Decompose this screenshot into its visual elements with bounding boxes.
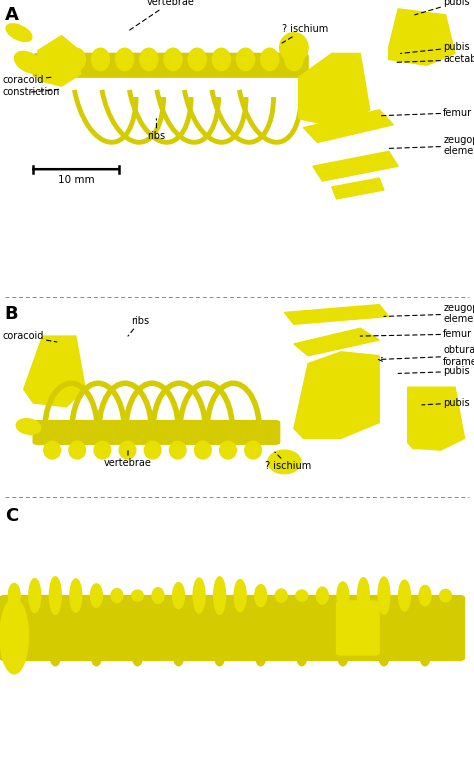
Polygon shape (332, 178, 384, 199)
Ellipse shape (0, 598, 28, 674)
Text: pubis: pubis (415, 0, 470, 15)
Polygon shape (24, 336, 85, 407)
Ellipse shape (91, 49, 109, 70)
Ellipse shape (439, 590, 451, 601)
Ellipse shape (94, 441, 110, 459)
Ellipse shape (219, 441, 236, 459)
Ellipse shape (285, 49, 303, 70)
Ellipse shape (338, 649, 347, 666)
Text: A: A (5, 6, 18, 24)
Ellipse shape (296, 590, 308, 601)
Text: ? ischium: ? ischium (265, 452, 312, 471)
Text: ribs: ribs (147, 119, 165, 140)
Ellipse shape (131, 590, 143, 601)
Ellipse shape (245, 441, 262, 459)
Text: coracoid: coracoid (2, 331, 57, 342)
Ellipse shape (133, 649, 142, 666)
Ellipse shape (420, 649, 430, 666)
Ellipse shape (255, 584, 266, 607)
Ellipse shape (69, 441, 86, 459)
Ellipse shape (140, 49, 158, 70)
Ellipse shape (43, 49, 61, 70)
Text: coracoid: coracoid (2, 75, 52, 85)
Ellipse shape (268, 450, 301, 473)
Ellipse shape (357, 577, 369, 614)
Text: B: B (5, 305, 18, 322)
Text: pubis: pubis (422, 398, 470, 408)
Ellipse shape (316, 587, 328, 604)
Ellipse shape (91, 649, 101, 666)
Ellipse shape (174, 649, 183, 666)
Polygon shape (303, 109, 393, 143)
Ellipse shape (51, 649, 60, 666)
Ellipse shape (6, 24, 32, 42)
Ellipse shape (145, 441, 161, 459)
Ellipse shape (152, 588, 164, 604)
Ellipse shape (297, 649, 307, 666)
Text: vertebrae: vertebrae (104, 448, 152, 468)
Polygon shape (294, 328, 379, 355)
FancyBboxPatch shape (33, 53, 308, 77)
Text: femur: femur (379, 108, 472, 118)
Ellipse shape (111, 588, 123, 603)
FancyBboxPatch shape (33, 421, 280, 444)
Ellipse shape (379, 649, 389, 666)
Ellipse shape (256, 649, 265, 666)
Ellipse shape (337, 582, 349, 609)
Ellipse shape (9, 649, 19, 666)
Polygon shape (313, 151, 398, 181)
Ellipse shape (164, 49, 182, 70)
Ellipse shape (16, 419, 41, 434)
Polygon shape (299, 53, 370, 128)
Text: 10 mm: 10 mm (57, 175, 94, 185)
Ellipse shape (280, 32, 308, 62)
Ellipse shape (119, 441, 136, 459)
Ellipse shape (193, 578, 205, 613)
Polygon shape (284, 305, 389, 325)
Ellipse shape (91, 584, 102, 608)
Ellipse shape (44, 441, 61, 459)
Ellipse shape (212, 49, 230, 70)
Ellipse shape (237, 49, 255, 70)
Ellipse shape (214, 577, 226, 614)
Ellipse shape (15, 52, 42, 73)
Text: pubis: pubis (398, 366, 470, 376)
FancyBboxPatch shape (0, 596, 465, 660)
Ellipse shape (170, 441, 186, 459)
Polygon shape (38, 35, 81, 86)
Polygon shape (408, 387, 465, 450)
Ellipse shape (188, 49, 206, 70)
Polygon shape (389, 9, 455, 66)
Ellipse shape (419, 585, 431, 606)
Text: pubis: pubis (401, 42, 470, 53)
Text: vertebrae: vertebrae (128, 0, 195, 31)
Ellipse shape (49, 577, 61, 614)
Ellipse shape (234, 580, 246, 611)
Ellipse shape (215, 649, 224, 666)
Text: constriction: constriction (2, 87, 62, 97)
Ellipse shape (399, 580, 410, 611)
Text: acetabulum: acetabulum (396, 55, 474, 64)
Ellipse shape (29, 578, 41, 613)
Ellipse shape (275, 589, 287, 602)
Ellipse shape (70, 579, 82, 612)
Text: zeugopodial
element: zeugopodial element (389, 135, 474, 157)
Ellipse shape (8, 584, 20, 608)
FancyBboxPatch shape (337, 601, 379, 655)
Text: femur: femur (360, 329, 472, 339)
Ellipse shape (116, 49, 134, 70)
Text: ribs: ribs (128, 316, 149, 336)
Ellipse shape (194, 441, 211, 459)
Ellipse shape (378, 577, 390, 614)
Text: zeugopodial
element: zeugopodial element (384, 303, 474, 325)
Ellipse shape (261, 49, 279, 70)
Text: obturator
foramen: obturator foramen (378, 345, 474, 366)
Text: ? ischium: ? ischium (282, 24, 328, 43)
Polygon shape (294, 352, 379, 438)
Text: C: C (5, 507, 18, 524)
Ellipse shape (173, 583, 184, 608)
Ellipse shape (67, 49, 85, 70)
